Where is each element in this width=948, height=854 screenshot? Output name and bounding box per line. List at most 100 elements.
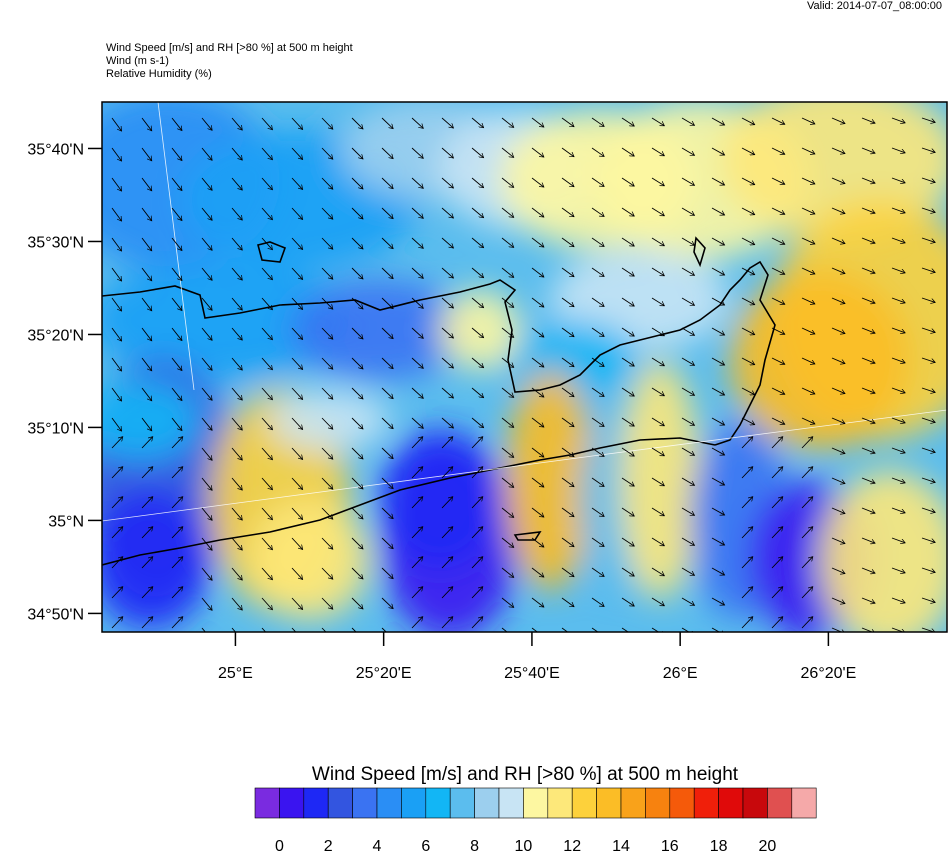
wind-arrow	[561, 477, 574, 487]
wind-arrow	[561, 537, 574, 547]
wind-arrow	[591, 417, 604, 426]
wind-arrow	[621, 207, 634, 216]
wind-arrow	[831, 567, 845, 574]
wind-arrow	[891, 357, 905, 363]
wind-arrows	[111, 117, 935, 632]
wind-arrow	[531, 597, 544, 607]
wind-arrow	[291, 267, 303, 280]
wind-arrow	[381, 267, 393, 279]
wind-arrow	[891, 267, 905, 273]
colorbar-tick-label: 6	[421, 838, 430, 854]
wind-arrow	[321, 267, 333, 279]
wind-arrow	[291, 507, 303, 520]
wind-arrow	[111, 267, 122, 281]
wind-arrow	[501, 117, 514, 127]
wind-arrow	[261, 267, 272, 280]
wind-arrow	[471, 527, 483, 539]
wind-arrow	[711, 117, 725, 125]
wind-arrow	[441, 387, 453, 398]
wind-arrow	[501, 327, 514, 337]
wind-arrow	[531, 537, 544, 547]
wind-arrow	[441, 327, 453, 338]
wind-arrow	[141, 297, 152, 311]
wind-arrow	[801, 177, 815, 184]
wind-arrow	[201, 267, 212, 280]
wind-arrow	[681, 477, 695, 485]
wind-arrow	[351, 147, 363, 159]
wind-arrow	[651, 177, 664, 187]
wind-arrow	[501, 417, 514, 427]
wind-arrow	[771, 267, 785, 274]
wind-arrow	[201, 147, 212, 160]
colorbar-box	[425, 787, 451, 819]
wind-arrow	[411, 617, 423, 629]
wind-arrow	[741, 617, 753, 629]
wind-arrow	[111, 297, 122, 311]
field-blob	[440, 290, 520, 370]
wind-arrow	[561, 417, 574, 427]
wind-arrow	[201, 537, 212, 550]
wind-arrow	[771, 557, 783, 569]
wind-arrow	[411, 357, 423, 368]
wind-arrow	[291, 297, 303, 310]
wind-arrow	[801, 417, 815, 424]
wind-arrow	[231, 237, 242, 250]
field-blobs	[102, 102, 947, 632]
wind-arrow	[351, 207, 363, 219]
wind-arrow	[141, 417, 152, 431]
wind-arrow	[351, 117, 363, 129]
wind-arrow	[771, 327, 785, 334]
wind-arrow	[531, 177, 544, 187]
islet	[693, 236, 706, 268]
wind-arrow	[621, 477, 634, 486]
wind-arrow	[531, 417, 544, 427]
wind-arrow	[381, 597, 393, 609]
wind-arrow	[411, 207, 423, 218]
wind-arrow	[681, 447, 695, 455]
wind-arrow	[501, 237, 514, 247]
wind-arrow	[471, 387, 484, 398]
wind-arrow	[111, 557, 123, 569]
colorbar-box	[376, 787, 402, 819]
wind-arrow	[141, 327, 152, 341]
wind-arrow	[201, 387, 212, 400]
wind-arrow	[321, 117, 333, 129]
wind-arrow	[561, 507, 574, 517]
wind-arrow	[741, 147, 755, 155]
wind-arrow	[411, 327, 423, 338]
wind-arrow	[741, 437, 753, 449]
wind-arrow	[681, 357, 695, 365]
wind-arrow	[891, 597, 905, 603]
wind-arrow	[801, 467, 813, 479]
wind-arrow	[801, 497, 813, 509]
wind-arrow	[351, 447, 363, 459]
wind-arrow	[381, 507, 393, 519]
wind-arrow	[231, 267, 242, 280]
wind-arrow	[921, 267, 935, 272]
wind-arrow	[291, 177, 303, 190]
wind-arrow	[801, 527, 813, 539]
wind-arrow	[921, 147, 935, 152]
wind-arrow	[861, 147, 875, 153]
wind-arrow	[771, 177, 785, 184]
wind-arrow	[381, 177, 393, 189]
wind-arrow	[921, 327, 935, 332]
wind-arrow	[351, 177, 363, 189]
wind-arrow	[201, 477, 212, 490]
wind-arrow	[231, 597, 242, 610]
wind-arrow	[111, 497, 123, 509]
wind-arrow	[231, 447, 242, 460]
wind-arrow	[381, 327, 393, 339]
colorbar-box	[498, 787, 524, 819]
wind-arrow	[411, 177, 423, 188]
wind-arrow	[741, 327, 755, 335]
wind-arrow	[741, 527, 753, 539]
wind-arrow	[831, 207, 845, 214]
colorbar-tick-label: 8	[470, 838, 479, 854]
wind-arrow	[801, 327, 815, 334]
wind-arrow	[711, 357, 725, 365]
wind-arrow	[831, 267, 845, 274]
wind-arrow	[771, 437, 783, 449]
wind-arrow	[831, 147, 845, 154]
wind-arrow	[651, 537, 664, 547]
